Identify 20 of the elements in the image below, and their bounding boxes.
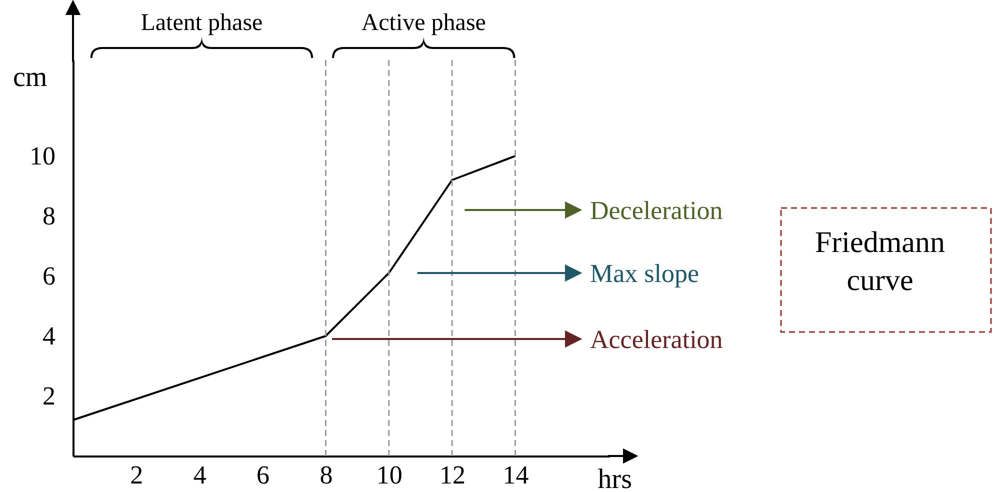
text: Friedmann curve xyxy=(815,226,945,297)
text: Latent phase xyxy=(140,10,263,36)
annotation: Max slope xyxy=(590,259,700,288)
y-tick-label: 10 xyxy=(30,142,56,170)
annotation: Deceleration xyxy=(590,196,723,225)
x-axis-title: hrs xyxy=(598,464,632,492)
y-tick-label: 4 xyxy=(42,322,56,350)
x-tick-label: 4 xyxy=(193,460,206,490)
y-axis-title: cm xyxy=(13,62,48,93)
x-tick-label: 6 xyxy=(256,460,270,490)
text: Active phase xyxy=(361,10,486,36)
y-tick-label: 8 xyxy=(42,202,56,230)
y-tick-label: 2 xyxy=(42,382,56,410)
annotation: Acceleration xyxy=(590,325,723,354)
x-tick-label: 10 xyxy=(376,460,402,490)
x-tick-label: 14 xyxy=(502,460,529,490)
x-tick-label: 2 xyxy=(130,460,144,490)
y-tick-label: 6 xyxy=(42,262,56,290)
x-tick-label: 12 xyxy=(440,460,466,490)
x-tick-label: 8 xyxy=(320,460,333,490)
